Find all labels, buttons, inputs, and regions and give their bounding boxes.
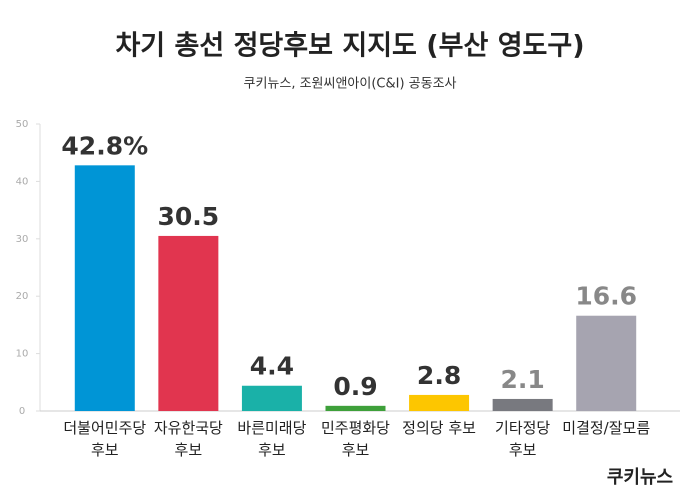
y-tick-label: 10 xyxy=(16,349,29,360)
x-tick-label-line: 후보 xyxy=(91,441,119,459)
bar xyxy=(158,235,219,411)
x-tick-label: 정의당 후보 xyxy=(402,419,476,437)
y-tick-label: 40 xyxy=(16,176,29,187)
y-tick-label: 0 xyxy=(19,406,25,417)
y-tick-label: 50 xyxy=(16,119,29,130)
data-label: 42.8% xyxy=(61,131,148,160)
logo: 쿠키뉴스 xyxy=(607,467,673,488)
bar xyxy=(74,165,135,411)
x-tick-label-line: 더불어민주당 xyxy=(63,419,146,437)
bar xyxy=(576,315,637,411)
x-tick-label-line: 정의당 후보 xyxy=(402,419,476,437)
x-tick-label-line: 자유한국당 xyxy=(154,419,223,437)
bar xyxy=(492,398,553,411)
data-label: 4.4 xyxy=(250,352,294,381)
x-tick-label-line: 바른미래당 xyxy=(237,419,306,437)
x-tick-label-line: 후보 xyxy=(175,441,203,459)
bar xyxy=(241,385,302,411)
data-label: 2.8 xyxy=(417,361,461,390)
x-tick-label: 미결정/잘모름 xyxy=(562,419,650,437)
data-label: 16.6 xyxy=(575,282,637,311)
bar xyxy=(325,405,386,411)
x-tick-label-line: 후보 xyxy=(342,441,370,459)
x-tick-label-line: 후보 xyxy=(258,441,286,459)
chart-title: 차기 총선 정당후보 지지도 (부산 영도구) xyxy=(115,31,584,62)
y-tick-label: 20 xyxy=(16,291,29,302)
chart-subtitle: 쿠키뉴스, 조원씨앤아이(C&I) 공동조사 xyxy=(243,77,456,92)
x-tick-label-line: 기타정당 xyxy=(495,419,550,437)
data-label: 2.1 xyxy=(500,365,544,394)
y-tick-label: 30 xyxy=(16,234,29,245)
bar xyxy=(409,394,470,411)
x-tick-label-line: 미결정/잘모름 xyxy=(562,419,650,437)
data-label: 30.5 xyxy=(158,202,220,231)
x-tick-label-line: 민주평화당 xyxy=(321,419,390,437)
data-label: 0.9 xyxy=(333,372,377,401)
x-tick-label-line: 후보 xyxy=(509,441,537,459)
